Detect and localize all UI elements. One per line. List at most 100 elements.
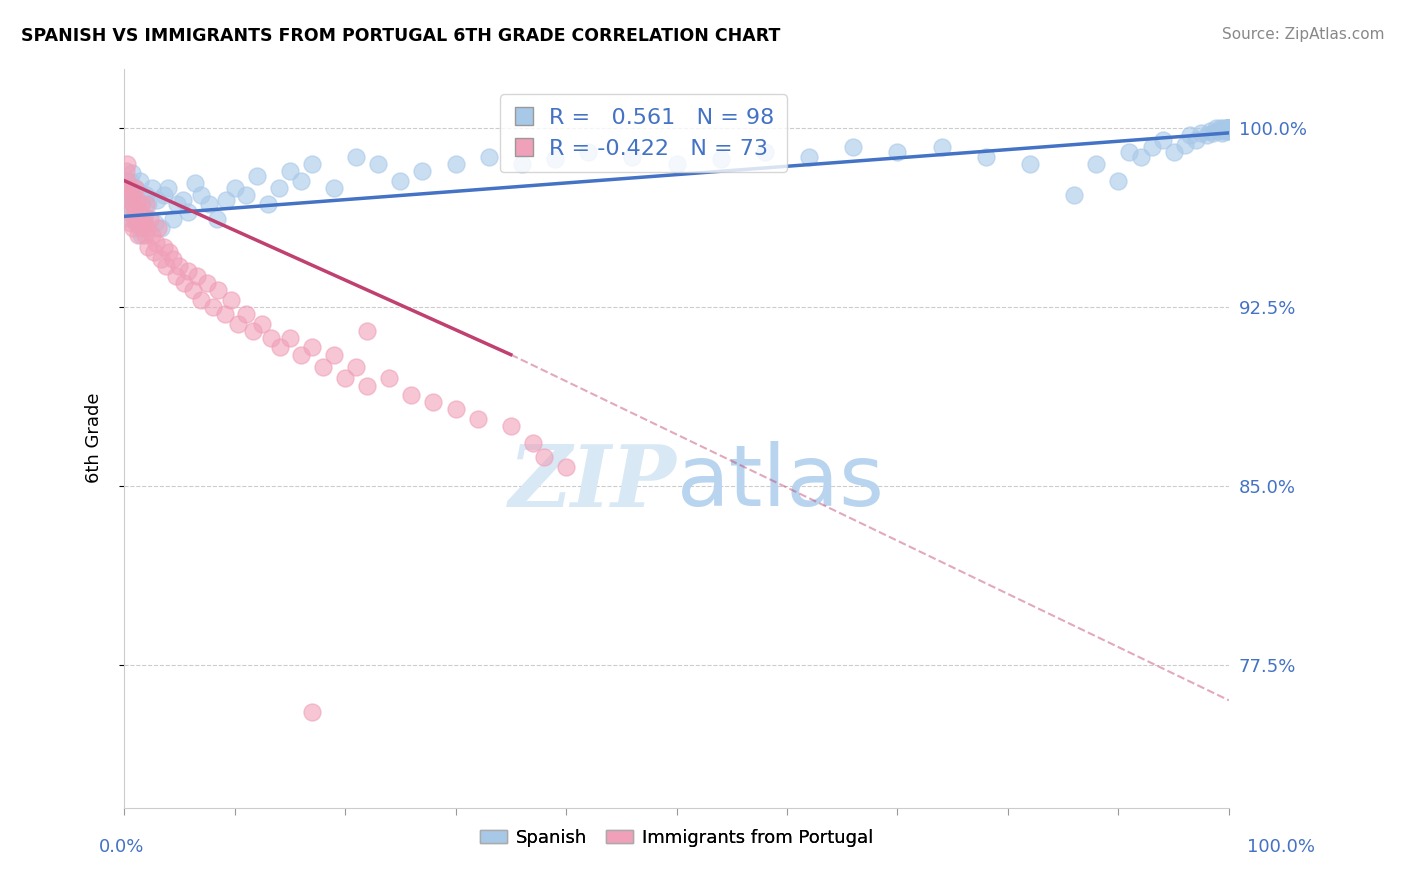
Point bbox=[127, 217, 149, 231]
Point bbox=[1218, 121, 1240, 136]
Point bbox=[1063, 187, 1085, 202]
Point bbox=[148, 221, 170, 235]
Point bbox=[665, 157, 688, 171]
Point bbox=[177, 264, 200, 278]
Point bbox=[117, 180, 139, 194]
Point bbox=[1174, 137, 1197, 152]
Point bbox=[138, 211, 160, 226]
Point bbox=[138, 240, 160, 254]
Point bbox=[1019, 157, 1042, 171]
Point bbox=[1218, 121, 1240, 136]
Point bbox=[1195, 128, 1218, 143]
Point bbox=[411, 164, 433, 178]
Point bbox=[115, 187, 138, 202]
Point bbox=[120, 211, 142, 226]
Point bbox=[121, 166, 143, 180]
Point bbox=[169, 260, 191, 274]
Point bbox=[122, 211, 145, 226]
Point bbox=[124, 180, 146, 194]
Legend: Spanish, Immigrants from Portugal: Spanish, Immigrants from Portugal bbox=[472, 822, 880, 854]
Point bbox=[131, 221, 153, 235]
Point bbox=[186, 268, 208, 283]
Point bbox=[145, 235, 167, 250]
Point bbox=[378, 371, 401, 385]
Point bbox=[132, 210, 155, 224]
Point bbox=[1218, 123, 1240, 137]
Y-axis label: 6th Grade: 6th Grade bbox=[86, 392, 103, 483]
Point bbox=[323, 348, 346, 362]
Point bbox=[522, 435, 544, 450]
Point bbox=[159, 245, 181, 260]
Point bbox=[135, 197, 157, 211]
Point bbox=[117, 197, 139, 211]
Point bbox=[510, 157, 533, 171]
Point bbox=[166, 197, 188, 211]
Point bbox=[1212, 121, 1234, 136]
Point bbox=[333, 371, 356, 385]
Point bbox=[138, 197, 160, 211]
Point bbox=[344, 150, 367, 164]
Point bbox=[242, 324, 264, 338]
Point bbox=[499, 419, 522, 434]
Point bbox=[122, 193, 145, 207]
Point bbox=[157, 180, 180, 194]
Point bbox=[1218, 121, 1240, 136]
Text: Source: ZipAtlas.com: Source: ZipAtlas.com bbox=[1222, 27, 1385, 42]
Point bbox=[118, 173, 141, 187]
Point bbox=[136, 221, 159, 235]
Point bbox=[621, 150, 644, 164]
Point bbox=[143, 245, 166, 260]
Point bbox=[215, 193, 238, 207]
Point bbox=[235, 307, 257, 321]
Point bbox=[141, 228, 163, 243]
Point bbox=[267, 180, 290, 194]
Point bbox=[132, 217, 155, 231]
Point bbox=[132, 211, 155, 226]
Point bbox=[118, 180, 141, 194]
Text: 100.0%: 100.0% bbox=[1247, 838, 1315, 855]
Point bbox=[141, 180, 163, 194]
Point bbox=[797, 150, 820, 164]
Point bbox=[122, 197, 145, 211]
Point bbox=[153, 240, 176, 254]
Point bbox=[127, 183, 149, 197]
Point bbox=[1213, 123, 1236, 137]
Point bbox=[1140, 140, 1163, 154]
Point bbox=[1189, 126, 1212, 140]
Point bbox=[931, 140, 953, 154]
Point bbox=[301, 341, 323, 355]
Point bbox=[128, 173, 150, 187]
Point bbox=[1216, 121, 1239, 136]
Point bbox=[117, 173, 139, 187]
Point bbox=[576, 145, 599, 159]
Point bbox=[269, 341, 291, 355]
Text: ZIP: ZIP bbox=[509, 441, 676, 524]
Point bbox=[1218, 121, 1240, 136]
Point bbox=[1205, 121, 1227, 136]
Point bbox=[155, 260, 177, 274]
Point bbox=[129, 197, 152, 211]
Point bbox=[1129, 150, 1152, 164]
Point bbox=[389, 173, 412, 187]
Point bbox=[252, 317, 274, 331]
Point bbox=[121, 187, 143, 202]
Point bbox=[1218, 121, 1240, 136]
Point bbox=[401, 388, 423, 402]
Point bbox=[1118, 145, 1140, 159]
Point bbox=[149, 221, 172, 235]
Point bbox=[754, 145, 776, 159]
Point bbox=[190, 293, 212, 307]
Point bbox=[173, 276, 195, 290]
Point bbox=[323, 180, 346, 194]
Point bbox=[201, 300, 224, 314]
Point bbox=[162, 211, 184, 226]
Point bbox=[478, 150, 501, 164]
Point bbox=[842, 140, 865, 154]
Point bbox=[710, 152, 733, 166]
Point bbox=[344, 359, 367, 374]
Point bbox=[312, 359, 335, 374]
Point bbox=[1215, 121, 1237, 136]
Point bbox=[127, 193, 149, 207]
Point bbox=[301, 157, 323, 171]
Point bbox=[131, 197, 153, 211]
